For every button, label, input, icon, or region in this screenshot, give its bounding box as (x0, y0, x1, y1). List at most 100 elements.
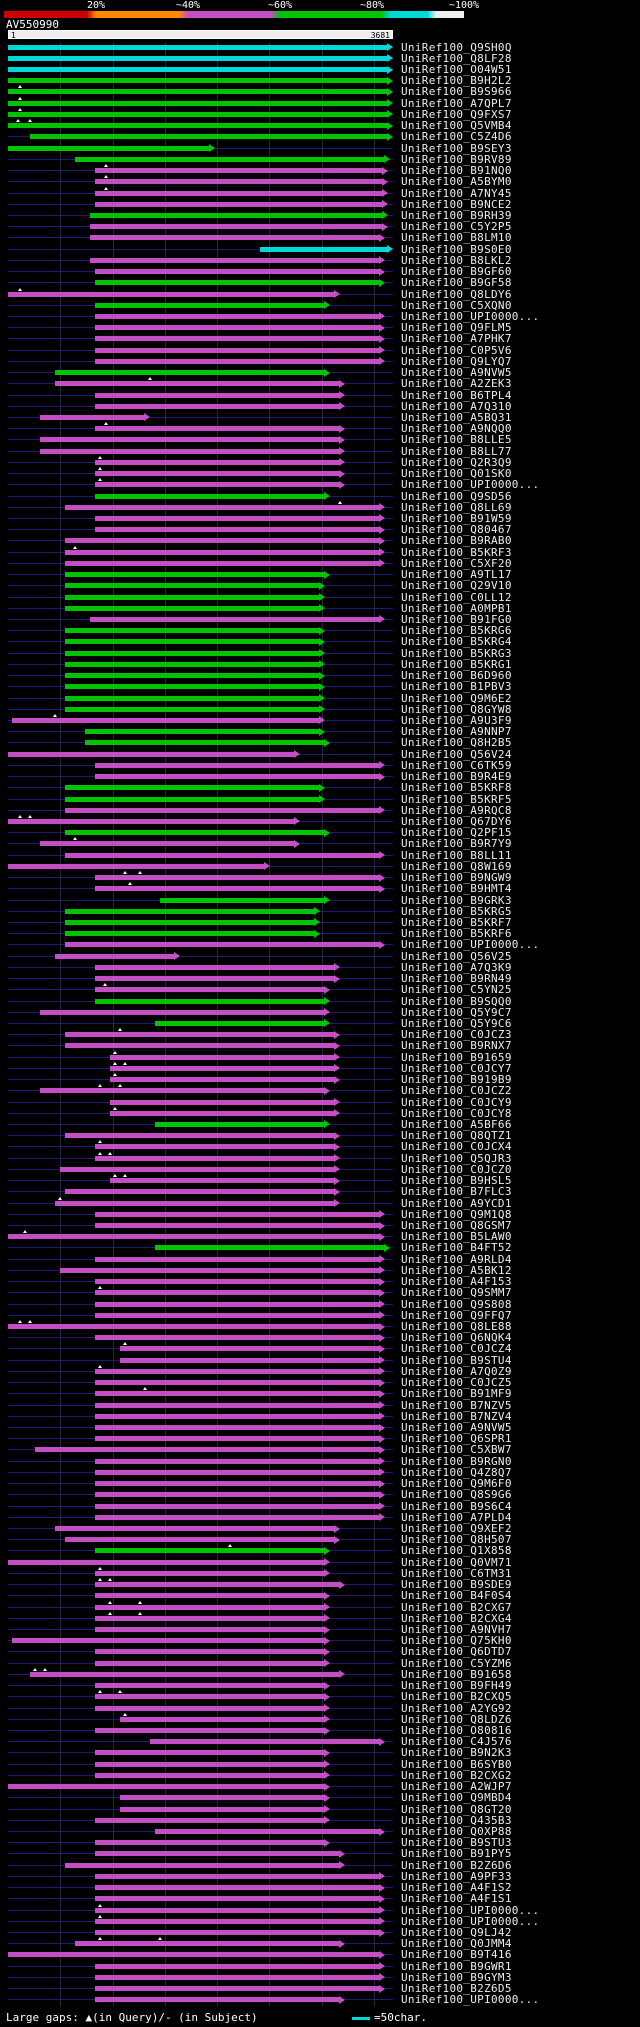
alignment-bar[interactable] (74, 1941, 340, 1947)
hit-label[interactable]: UniRef100_Q9SD56 (401, 489, 512, 503)
hit-label[interactable]: UniRef100_Q56V24 (401, 747, 512, 761)
alignment-bar[interactable] (64, 919, 316, 925)
hit-label[interactable]: UniRef100_B2CXG7 (401, 1600, 512, 1614)
alignment-bar[interactable] (8, 111, 388, 117)
alignment-bar[interactable] (39, 414, 146, 420)
hit-label[interactable]: UniRef100_A9NQQ0 (401, 422, 512, 436)
hit-label[interactable]: UniRef100_O04W51 (401, 63, 512, 77)
alignment-bar[interactable] (119, 1346, 380, 1352)
hit-label[interactable]: UniRef100_B9RN49 (401, 972, 512, 986)
alignment-bar[interactable] (119, 1716, 326, 1722)
alignment-bar[interactable] (84, 740, 326, 746)
hit-label[interactable]: UniRef100_B9STU3 (401, 1836, 512, 1850)
alignment-bar[interactable] (64, 628, 320, 634)
alignment-bar[interactable] (64, 504, 380, 510)
hit-label[interactable]: UniRef100_B9SQQ0 (401, 994, 512, 1008)
alignment-bar[interactable] (8, 1324, 380, 1330)
alignment-bar[interactable] (94, 426, 340, 432)
alignment-bar[interactable] (64, 549, 380, 555)
alignment-bar[interactable] (8, 100, 388, 106)
alignment-bar[interactable] (8, 1234, 380, 1240)
alignment-bar[interactable] (90, 616, 380, 622)
hit-label[interactable]: UniRef100_B2Z6D5 (401, 1982, 512, 1996)
alignment-bar[interactable] (94, 1963, 380, 1969)
alignment-bar[interactable] (94, 1986, 380, 1992)
alignment-bar[interactable] (94, 1918, 380, 1924)
hit-label[interactable]: UniRef100_C5XF20 (401, 556, 512, 570)
alignment-bar[interactable] (94, 1312, 380, 1318)
alignment-bar[interactable] (39, 437, 340, 443)
hit-label[interactable]: UniRef100_A9TL17 (401, 568, 512, 582)
alignment-bar[interactable] (154, 1020, 326, 1026)
alignment-bar[interactable] (94, 459, 340, 465)
alignment-bar[interactable] (8, 89, 388, 95)
alignment-bar[interactable] (94, 403, 340, 409)
alignment-bar[interactable] (29, 134, 388, 140)
hit-label[interactable]: UniRef100_A7Q3K9 (401, 960, 512, 974)
alignment-bar[interactable] (60, 1166, 336, 1172)
hit-label[interactable]: UniRef100_B9FH49 (401, 1679, 512, 1693)
alignment-bar[interactable] (55, 953, 175, 959)
alignment-bar[interactable] (60, 1267, 380, 1273)
hit-label[interactable]: UniRef100_C0JCZ0 (401, 1162, 512, 1176)
alignment-bar[interactable] (55, 1200, 336, 1206)
hit-label[interactable]: UniRef100_Q9S808 (401, 1297, 512, 1311)
hit-label[interactable]: UniRef100_B9S6C4 (401, 1499, 512, 1513)
alignment-bar[interactable] (90, 235, 380, 241)
hit-label[interactable]: UniRef100_B2Z6D6 (401, 1858, 512, 1872)
hit-label[interactable]: UniRef100_B9RGN0 (401, 1454, 512, 1468)
hit-label[interactable]: UniRef100_B5KRG5 (401, 904, 512, 918)
hit-label[interactable]: UniRef100_C6TM31 (401, 1566, 512, 1580)
alignment-bar[interactable] (260, 246, 388, 252)
alignment-bar[interactable] (94, 1425, 380, 1431)
alignment-bar[interactable] (154, 1121, 326, 1127)
alignment-bar[interactable] (94, 482, 340, 488)
hit-label[interactable]: UniRef100_B9GF60 (401, 265, 512, 279)
hit-label[interactable]: UniRef100_B9NCE2 (401, 197, 512, 211)
hit-label[interactable]: UniRef100_Q9M6F0 (401, 1477, 512, 1491)
alignment-bar[interactable] (94, 1705, 326, 1711)
hit-label[interactable]: UniRef100_A0MPB1 (401, 601, 512, 615)
alignment-bar[interactable] (94, 1582, 340, 1588)
alignment-bar[interactable] (94, 1256, 380, 1262)
alignment-bar[interactable] (64, 785, 320, 791)
alignment-bar[interactable] (64, 673, 320, 679)
alignment-bar[interactable] (64, 908, 316, 914)
hit-label[interactable]: UniRef100_B9S0E0 (401, 242, 512, 256)
hit-label[interactable]: UniRef100_B5KRG3 (401, 646, 512, 660)
hit-label[interactable]: UniRef100_Q8H2B5 (401, 736, 512, 750)
hit-label[interactable]: UniRef100_C5XBW7 (401, 1443, 512, 1457)
hit-label[interactable]: UniRef100_B9GRK3 (401, 893, 512, 907)
hit-label[interactable]: UniRef100_B8LKL2 (401, 253, 512, 267)
hit-label[interactable]: UniRef100_B4F0S4 (401, 1589, 512, 1603)
alignment-bar[interactable] (94, 1548, 326, 1554)
hit-label[interactable]: UniRef100_Q8LF28 (401, 51, 512, 65)
alignment-bar[interactable] (94, 1469, 380, 1475)
alignment-bar[interactable] (94, 1570, 326, 1576)
alignment-bar[interactable] (109, 1077, 336, 1083)
hit-label[interactable]: UniRef100_A7QPL7 (401, 96, 512, 110)
alignment-bar[interactable] (74, 156, 386, 162)
alignment-bar[interactable] (94, 280, 380, 286)
alignment-bar[interactable] (39, 841, 295, 847)
alignment-bar[interactable] (64, 942, 380, 948)
alignment-bar[interactable] (94, 875, 380, 881)
hit-label[interactable]: UniRef100_Q8QTZ1 (401, 1129, 512, 1143)
hit-label[interactable]: UniRef100_B8LM10 (401, 231, 512, 245)
hit-label[interactable]: UniRef100_C0JCZ3 (401, 1028, 512, 1042)
hit-label[interactable]: UniRef100_Q6SPR1 (401, 1432, 512, 1446)
hit-label[interactable]: UniRef100_Q9SH0Q (401, 40, 512, 54)
hit-label[interactable]: UniRef100_Q75KH0 (401, 1634, 512, 1648)
alignment-bar[interactable] (94, 1391, 380, 1397)
alignment-bar[interactable] (94, 1211, 380, 1217)
alignment-bar[interactable] (39, 1088, 326, 1094)
hit-label[interactable]: UniRef100_Q8W169 (401, 859, 512, 873)
alignment-bar[interactable] (94, 201, 384, 207)
hit-label[interactable]: UniRef100_B5KRF6 (401, 927, 512, 941)
hit-label[interactable]: UniRef100_B91MF9 (401, 1387, 512, 1401)
alignment-bar[interactable] (94, 1458, 380, 1464)
alignment-bar[interactable] (64, 830, 326, 836)
alignment-bar[interactable] (160, 897, 326, 903)
hit-label[interactable]: UniRef100_B2CXG4 (401, 1611, 512, 1625)
alignment-bar[interactable] (94, 1974, 380, 1980)
